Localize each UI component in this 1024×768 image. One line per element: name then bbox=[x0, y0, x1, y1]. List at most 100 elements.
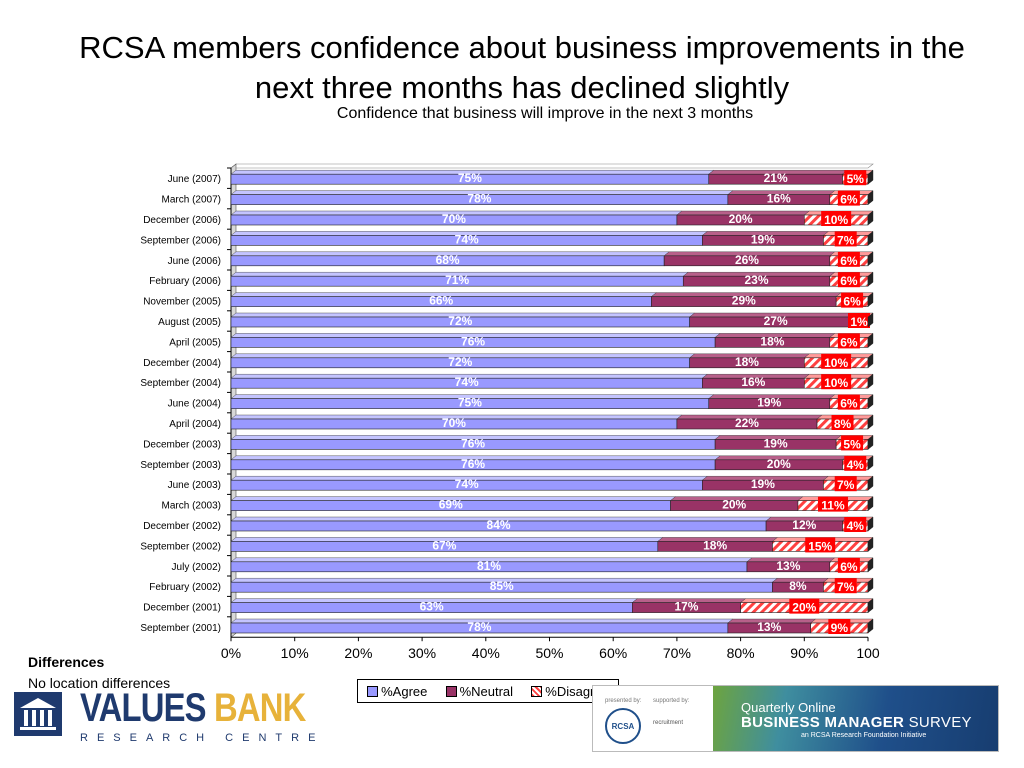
data-label-neutral: 16% bbox=[741, 375, 765, 389]
disagree-label-box bbox=[844, 170, 867, 186]
y-category-label: September (2004) bbox=[140, 378, 221, 389]
data-label-disagree: 9% bbox=[831, 621, 849, 635]
disagree-label-box bbox=[844, 517, 867, 532]
x-tick-label: 10% bbox=[281, 645, 309, 661]
y-category-label: April (2005) bbox=[169, 337, 221, 348]
bar-end-face bbox=[867, 434, 874, 450]
legend-item-agree: %Agree bbox=[367, 684, 427, 699]
disagree-label-box bbox=[828, 619, 851, 634]
data-label-agree: 70% bbox=[442, 416, 466, 430]
disagree-label-box bbox=[805, 537, 836, 553]
stacked-bar-chart: 0% 10% 20% 30% 40% 50% 60% 70% 80% 90% 100 June (20… bbox=[140, 163, 880, 661]
data-label-disagree: 4% bbox=[847, 519, 865, 533]
x-tick-label: 40% bbox=[472, 645, 500, 661]
y-category-label: November (2005) bbox=[143, 297, 221, 308]
banner-line1: Quarterly Online bbox=[741, 700, 836, 715]
bar-end-face bbox=[867, 414, 874, 430]
chart-legend: %Agree %Neutral %Disagree bbox=[357, 679, 619, 703]
banner-survey-word: SURVEY bbox=[904, 714, 972, 731]
y-category-label: December (2004) bbox=[143, 358, 221, 369]
disagree-label-box bbox=[821, 211, 852, 226]
y-category-label: December (2006) bbox=[143, 215, 221, 226]
y-category-label: September (2003) bbox=[140, 460, 221, 471]
data-label-neutral: 18% bbox=[703, 538, 727, 552]
data-label-agree: 70% bbox=[442, 212, 466, 226]
banner-sponsors: presented by: supported by: RCSA recruit… bbox=[593, 686, 713, 751]
data-label-neutral: 19% bbox=[751, 232, 775, 246]
data-label-agree: 81% bbox=[477, 559, 501, 573]
data-label-disagree: 6% bbox=[840, 397, 858, 411]
data-label-neutral: 20% bbox=[767, 457, 791, 471]
x-tick-label: 50% bbox=[535, 645, 563, 661]
banner-line2: BUSINESS MANAGER SURVEY bbox=[741, 714, 972, 731]
data-label-agree: 78% bbox=[467, 192, 491, 206]
data-label-disagree: 6% bbox=[840, 335, 858, 349]
bar-end-face bbox=[867, 190, 874, 206]
x-tick-label: 100 bbox=[856, 645, 880, 661]
plot-top-edge bbox=[230, 163, 874, 169]
banner-business-manager: BUSINESS MANAGER bbox=[741, 714, 905, 731]
bar-end-face bbox=[867, 598, 874, 614]
data-label-neutral: 18% bbox=[760, 334, 784, 348]
data-label-disagree: 10% bbox=[824, 376, 848, 390]
legend-label-agree: %Agree bbox=[381, 683, 428, 699]
y-category-label: December (2003) bbox=[143, 439, 221, 450]
research-centre-text: RESEARCH CENTRE bbox=[80, 732, 325, 744]
data-label-disagree: 6% bbox=[840, 254, 858, 268]
rcsa-logo: RCSA bbox=[605, 708, 641, 744]
data-label-agree: 74% bbox=[455, 232, 479, 246]
bar-end-face bbox=[867, 577, 874, 593]
data-label-disagree: 6% bbox=[843, 295, 861, 309]
x-tick-label: 20% bbox=[344, 645, 372, 661]
disagree-label-box bbox=[834, 578, 857, 594]
disagree-label-box bbox=[837, 272, 860, 288]
data-label-disagree: 10% bbox=[824, 356, 848, 370]
data-label-agree: 85% bbox=[490, 579, 514, 593]
bar-end-face bbox=[867, 292, 874, 308]
data-label-neutral: 29% bbox=[732, 294, 756, 308]
data-label-neutral: 13% bbox=[757, 620, 781, 634]
data-label-agree: 75% bbox=[458, 171, 482, 185]
disagree-label-box bbox=[837, 394, 860, 410]
disagree-label-box bbox=[848, 313, 870, 328]
data-label-neutral: 23% bbox=[745, 273, 769, 287]
data-label-disagree: 7% bbox=[837, 580, 855, 594]
disagree-label-box bbox=[844, 455, 867, 471]
bar-end-face bbox=[867, 332, 874, 348]
data-label-neutral: 20% bbox=[722, 498, 746, 512]
disagree-label-box bbox=[817, 496, 848, 512]
bar-end-face bbox=[867, 618, 874, 634]
data-label-agree: 75% bbox=[458, 396, 482, 410]
legend-swatch-neutral bbox=[445, 685, 457, 697]
data-label-neutral: 12% bbox=[792, 518, 816, 532]
data-label-neutral: 20% bbox=[729, 212, 753, 226]
y-category-label: March (2007) bbox=[162, 195, 221, 206]
data-label-neutral: 16% bbox=[767, 192, 791, 206]
data-label-disagree: 1% bbox=[850, 315, 868, 329]
x-tick-label: 60% bbox=[599, 645, 627, 661]
slide-title: RCSA members confidence about business i… bbox=[0, 28, 1024, 108]
bar-end-face bbox=[867, 251, 874, 267]
data-label-disagree: 5% bbox=[847, 172, 865, 186]
survey-banner: presented by: supported by: RCSA recruit… bbox=[592, 685, 999, 752]
data-label-agree: 69% bbox=[439, 498, 463, 512]
data-label-agree: 72% bbox=[448, 355, 472, 369]
y-category-label: March (2003) bbox=[162, 501, 221, 512]
x-tick-label: 90% bbox=[790, 645, 818, 661]
data-label-neutral: 19% bbox=[757, 396, 781, 410]
data-label-agree: 66% bbox=[429, 294, 453, 308]
data-label-neutral: 26% bbox=[735, 253, 759, 267]
data-label-disagree: 20% bbox=[792, 601, 816, 615]
data-label-agree: 68% bbox=[436, 253, 460, 267]
disagree-label-box bbox=[789, 598, 820, 614]
bar-end-face bbox=[867, 230, 874, 246]
y-category-label: June (2003) bbox=[168, 480, 221, 491]
y-category-label: February (2002) bbox=[149, 582, 221, 593]
data-label-disagree: 15% bbox=[808, 539, 832, 553]
data-label-disagree: 5% bbox=[843, 437, 861, 451]
disagree-label-box bbox=[837, 333, 860, 349]
data-label-neutral: 13% bbox=[776, 559, 800, 573]
y-category-label: September (2002) bbox=[140, 541, 221, 552]
bar-end-face bbox=[867, 475, 874, 491]
chart-title: Confidence that business will improve in… bbox=[336, 105, 754, 122]
